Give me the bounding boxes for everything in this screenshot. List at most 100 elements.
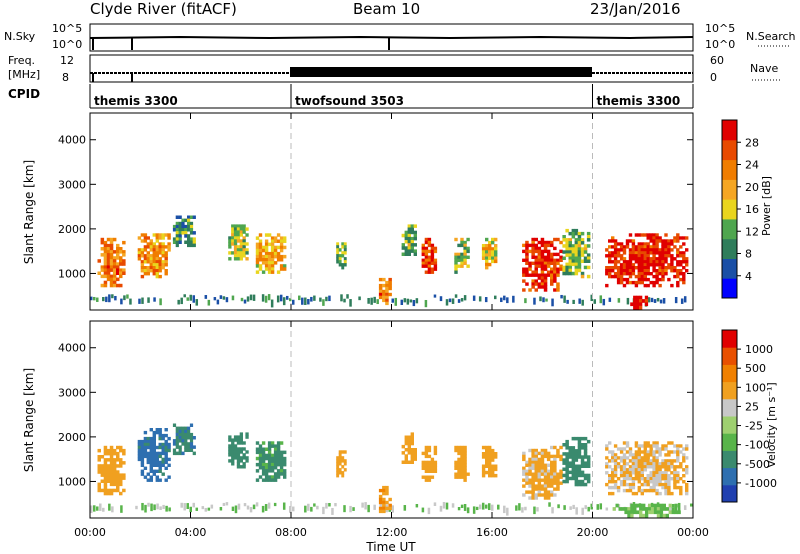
heatmap-cell: [577, 464, 582, 468]
heatmap-cell: [149, 460, 153, 465]
heatmap-cell: [231, 242, 235, 246]
heatmap-cell: [189, 224, 194, 229]
heatmap-cell: [231, 438, 235, 442]
heatmap-cell: [667, 239, 671, 243]
heatmap-cell: [463, 469, 467, 473]
heatmap-cell: [146, 445, 150, 450]
heatmap-cell: [625, 260, 630, 264]
heatmap-cell: [463, 475, 467, 479]
heatmap-cell: [336, 471, 340, 475]
heatmap-cell: [568, 231, 572, 236]
heatmap-cell: [485, 464, 489, 468]
heatmap-cell: [158, 248, 162, 252]
heatmap-cell: [664, 251, 668, 255]
heatmap-cell: [643, 233, 647, 237]
heatmap-cell: [413, 252, 417, 256]
heatmap-cell: [189, 436, 194, 440]
heatmap-cell: [531, 261, 535, 265]
heatmap-cell: [382, 298, 386, 303]
heatmap-cell: [231, 450, 235, 454]
heatmap-cell: [652, 245, 656, 249]
heatmap-cell: [161, 442, 165, 447]
heatmap-cell: [574, 482, 579, 487]
heatmap-cell: [619, 280, 624, 285]
heatmap-cell: [655, 488, 659, 493]
heatmap-cell: [631, 251, 636, 255]
heatmap-cell: [568, 452, 572, 456]
heatmap-cell: [571, 247, 576, 251]
heatmap-cell: [255, 469, 260, 473]
heatmap-cell: [239, 248, 243, 252]
heatmap-cell: [146, 266, 150, 270]
heatmap-cell: [608, 441, 612, 445]
heatmap-cell: [664, 462, 668, 466]
heatmap-cell: [577, 262, 582, 267]
heatmap-cell: [164, 433, 168, 438]
heatmap-cell: [524, 506, 527, 511]
heatmap-cell: [488, 473, 492, 478]
heatmap-cell: [103, 488, 108, 493]
heatmap-cell: [613, 266, 618, 270]
heatmap-cell: [460, 448, 464, 453]
heatmap-cell: [613, 260, 618, 264]
heatmap-cell: [433, 294, 437, 298]
heatmap-cell: [325, 502, 328, 509]
heatmap-cell: [531, 282, 535, 286]
heatmap-cell: [264, 264, 269, 268]
heatmap-cell: [276, 245, 281, 250]
heatmap-cell: [661, 277, 665, 282]
heatmap-cell: [216, 299, 220, 305]
heatmap-cell: [103, 243, 108, 248]
heatmap-cell: [421, 466, 425, 470]
heatmap-cell: [382, 485, 386, 490]
heatmap-cell: [421, 252, 425, 257]
heatmap-cell: [146, 436, 150, 441]
heatmap-cell: [164, 457, 168, 462]
heatmap-cell: [245, 459, 249, 463]
heatmap-cell: [478, 504, 482, 510]
heatmap-cell: [640, 444, 644, 448]
heatmap-cell: [192, 240, 196, 244]
heatmap-cell: [676, 459, 680, 463]
heatmap-cell: [236, 257, 241, 261]
heatmap-cell: [658, 260, 662, 264]
heatmap-cell: [637, 266, 641, 270]
heatmap-cell: [255, 258, 260, 262]
heatmap-cell: [279, 254, 284, 259]
heatmap-cell: [155, 469, 159, 473]
heatmap-cell: [580, 253, 585, 257]
heatmap-cell: [484, 297, 488, 303]
heatmap-cell: [403, 298, 407, 303]
heatmap-cell: [633, 299, 637, 303]
heatmap-cell: [491, 452, 495, 456]
heatmap-cell: [463, 472, 467, 476]
velocity-panel-bg: [90, 321, 693, 518]
heatmap-cell: [590, 294, 593, 302]
heatmap-cell: [181, 218, 185, 223]
heatmap-cell: [239, 438, 243, 442]
heatmap-cell: [580, 482, 585, 487]
heatmap-cell: [643, 462, 647, 466]
heatmap-cell: [424, 246, 429, 251]
heatmap-cell: [611, 485, 615, 490]
heatmap-cell: [534, 496, 538, 500]
heatmap-cell: [106, 476, 111, 480]
heatmap-cell: [258, 453, 263, 458]
heatmap-cell: [619, 266, 624, 270]
heatmap-cell: [537, 258, 542, 262]
heatmap-cell: [543, 288, 548, 292]
heatmap-cell: [245, 257, 249, 261]
heatmap-cell: [634, 477, 639, 481]
heatmap-cell: [658, 482, 662, 487]
heatmap-cell: [531, 249, 535, 254]
heatmap-cell: [279, 236, 284, 240]
heatmap-cell: [189, 439, 194, 443]
heatmap-cell: [562, 238, 566, 242]
heatmap-cell: [103, 476, 108, 480]
heatmap-cell: [667, 254, 671, 258]
heatmap-cell: [679, 485, 683, 490]
heatmap-cell: [273, 453, 278, 458]
heatmap-cell: [451, 503, 455, 508]
heatmap-cell: [336, 251, 340, 255]
heatmap-cell: [550, 469, 554, 473]
